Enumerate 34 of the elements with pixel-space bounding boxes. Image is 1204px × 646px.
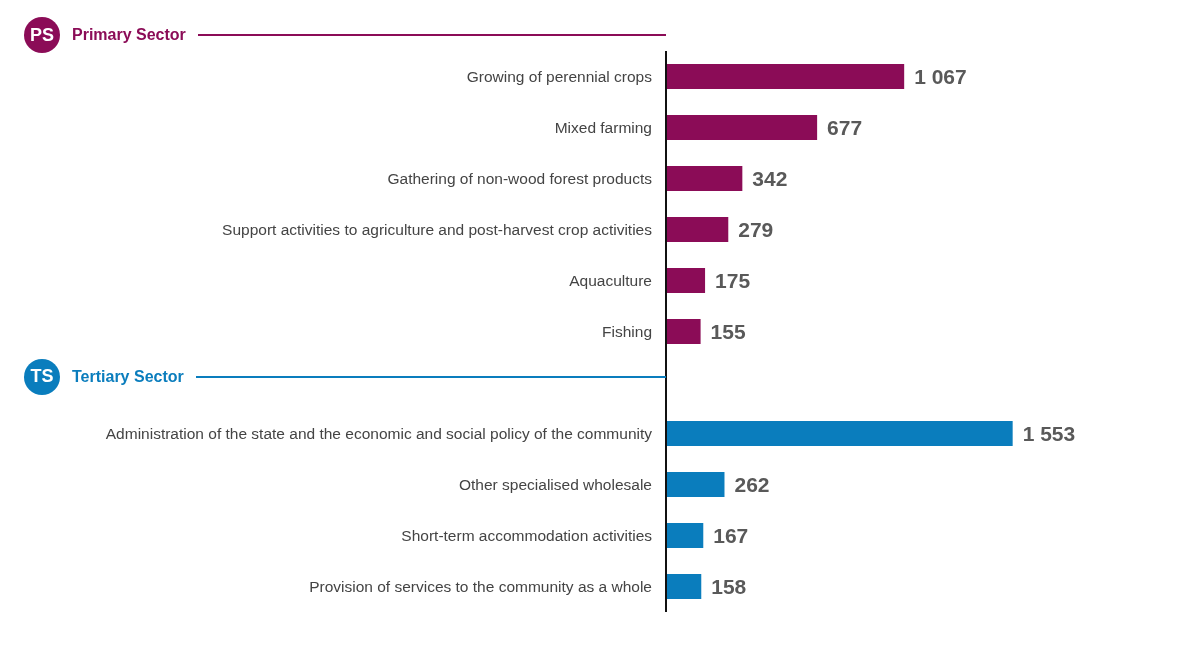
- y-tick-label: Mixed farming: [554, 119, 652, 136]
- legend-label: Primary Sector: [72, 26, 186, 44]
- bar: [666, 217, 729, 242]
- bar: [666, 64, 905, 89]
- bar: [666, 115, 818, 140]
- data-label: 342: [752, 166, 788, 190]
- data-label: 167: [713, 523, 749, 547]
- bar: [666, 523, 704, 548]
- bar: [666, 268, 706, 293]
- bar: [666, 574, 702, 599]
- data-label: 158: [711, 574, 747, 598]
- y-tick-label: Growing of perennial crops: [466, 68, 653, 85]
- y-tick-label: Administration of the state and the economic and social policy of the community: [105, 425, 653, 442]
- data-label: 262: [734, 472, 770, 496]
- y-tick-label: Fishing: [602, 323, 652, 340]
- data-label: 677: [827, 115, 863, 139]
- bar: [666, 319, 701, 344]
- y-tick-label: Provision of services to the community as a whole: [309, 578, 652, 595]
- bar: [666, 166, 743, 191]
- data-label: 175: [715, 268, 751, 292]
- data-label: 155: [710, 319, 746, 343]
- y-tick-label: Aquaculture: [569, 272, 652, 289]
- data-label: 1 067: [914, 64, 967, 88]
- legend-label: Tertiary Sector: [72, 367, 184, 386]
- y-tick-label: Short-term accommodation activities: [401, 527, 653, 544]
- data-label: 279: [738, 217, 774, 241]
- badge-circle: TS: [24, 358, 60, 395]
- y-tick-label: Other specialised wholesale: [459, 476, 652, 493]
- bar: [666, 421, 1013, 446]
- bar: [666, 472, 725, 497]
- data-label: 1 553: [1022, 421, 1076, 445]
- badge-circle: PS: [24, 17, 60, 53]
- y-tick-label: Gathering of non-wood forest products: [387, 170, 653, 187]
- y-tick-label: Support activities to agriculture and post-harvest crop activities: [222, 221, 653, 238]
